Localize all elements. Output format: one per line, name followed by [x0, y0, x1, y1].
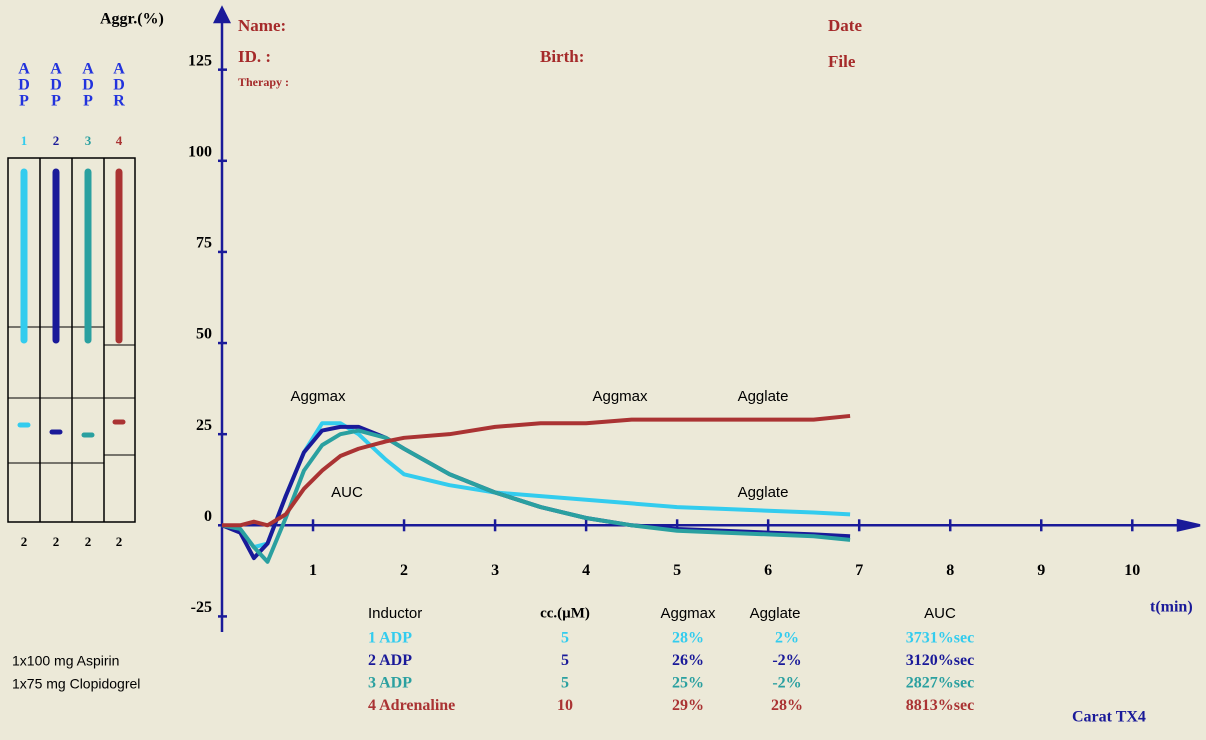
y-axis: [212, 5, 232, 632]
channel-letter: A: [82, 61, 94, 78]
channel-letter: D: [82, 77, 94, 94]
y-axis-label: Aggr.(%): [100, 11, 164, 28]
table-cell: 4 Adrenaline: [368, 697, 455, 714]
table-cell: 10: [557, 697, 573, 714]
x-tick-label: 7: [855, 562, 863, 579]
table-cell: 25%: [672, 675, 704, 692]
table-cell: -2%: [772, 675, 801, 692]
table-cell: 29%: [672, 697, 704, 714]
channel-letter: P: [51, 93, 61, 110]
x-tick-label: 5: [673, 562, 681, 579]
channel-count: 2: [85, 534, 92, 549]
table-cell: 3 ADP: [368, 675, 412, 692]
file-label: File: [828, 52, 856, 71]
series-line: [221, 428, 851, 564]
birth-label: Birth:: [540, 47, 584, 66]
channel-count: 2: [21, 534, 28, 549]
table-cell: -2%: [772, 652, 801, 669]
channel-letter: D: [50, 77, 62, 94]
x-axis-label: t(min): [1150, 599, 1193, 616]
note: 1x100 mg Aspirin: [12, 653, 119, 669]
table-cell: 2827%sec: [906, 675, 974, 692]
annotation: AUC: [331, 484, 363, 501]
x-tick-label: 4: [582, 562, 590, 579]
therapy-label: Therapy :: [238, 75, 289, 89]
annotation: Agglate: [738, 484, 789, 501]
x-tick-label: 10: [1124, 562, 1140, 579]
annotation: Agglate: [738, 388, 789, 405]
y-tick-label: 50: [196, 326, 212, 343]
channel-letter: A: [113, 61, 125, 78]
channel-count: 2: [53, 534, 60, 549]
table-cell: 5: [561, 652, 569, 669]
channel-number: 2: [53, 133, 60, 148]
y-tick-label: -25: [191, 599, 212, 616]
table-header: Aggmax: [660, 605, 716, 622]
y-tick-label: 0: [204, 508, 212, 525]
series-line: [222, 413, 851, 528]
channel-number: 1: [21, 133, 28, 148]
x-tick-label: 3: [491, 562, 499, 579]
x-tick-label: 1: [309, 562, 317, 579]
table-header: Inductor: [368, 605, 422, 622]
channel-letter: P: [83, 93, 93, 110]
channel-letter: A: [18, 61, 30, 78]
channel-letter: D: [18, 77, 30, 94]
table-cell: 5: [561, 675, 569, 692]
device-label: Carat TX4: [1072, 709, 1146, 726]
y-tick-label: 75: [196, 235, 212, 252]
annotation: Aggmax: [290, 388, 346, 405]
y-tick-label: 25: [196, 417, 212, 434]
x-tick-label: 6: [764, 562, 772, 579]
x-tick-label: 8: [946, 562, 954, 579]
name-label: Name:: [238, 16, 286, 35]
table-cell: 2 ADP: [368, 652, 412, 669]
table-cell: 26%: [672, 652, 704, 669]
y-tick-label: 100: [188, 143, 212, 160]
date-label: Date: [828, 16, 862, 35]
x-tick-label: 9: [1037, 562, 1045, 579]
table-header: Agglate: [750, 605, 801, 622]
table-cell: 1 ADP: [368, 630, 412, 647]
channel-count: 2: [116, 534, 123, 549]
table-cell: 3120%sec: [906, 652, 974, 669]
table-header: AUC: [924, 605, 956, 622]
id-label: ID. :: [238, 47, 271, 66]
table-cell: 5: [561, 630, 569, 647]
table-header: cc.(µM): [540, 605, 590, 621]
x-tick-label: 2: [400, 562, 408, 579]
channel-letter: P: [19, 93, 29, 110]
table-cell: 8813%sec: [906, 697, 974, 714]
table-cell: 3731%sec: [906, 630, 974, 647]
channel-letter: D: [113, 77, 125, 94]
channel-letter: R: [113, 93, 125, 110]
y-tick-label: 125: [188, 52, 212, 69]
table-cell: 28%: [771, 697, 803, 714]
note: 1x75 mg Clopidogrel: [12, 676, 140, 692]
channel-number: 3: [85, 133, 92, 148]
channel-letter: A: [50, 61, 62, 78]
table-cell: 2%: [775, 630, 799, 647]
annotation: Aggmax: [592, 388, 648, 405]
channel-number: 4: [116, 133, 123, 148]
x-axis: [222, 518, 1201, 532]
table-cell: 28%: [672, 630, 704, 647]
